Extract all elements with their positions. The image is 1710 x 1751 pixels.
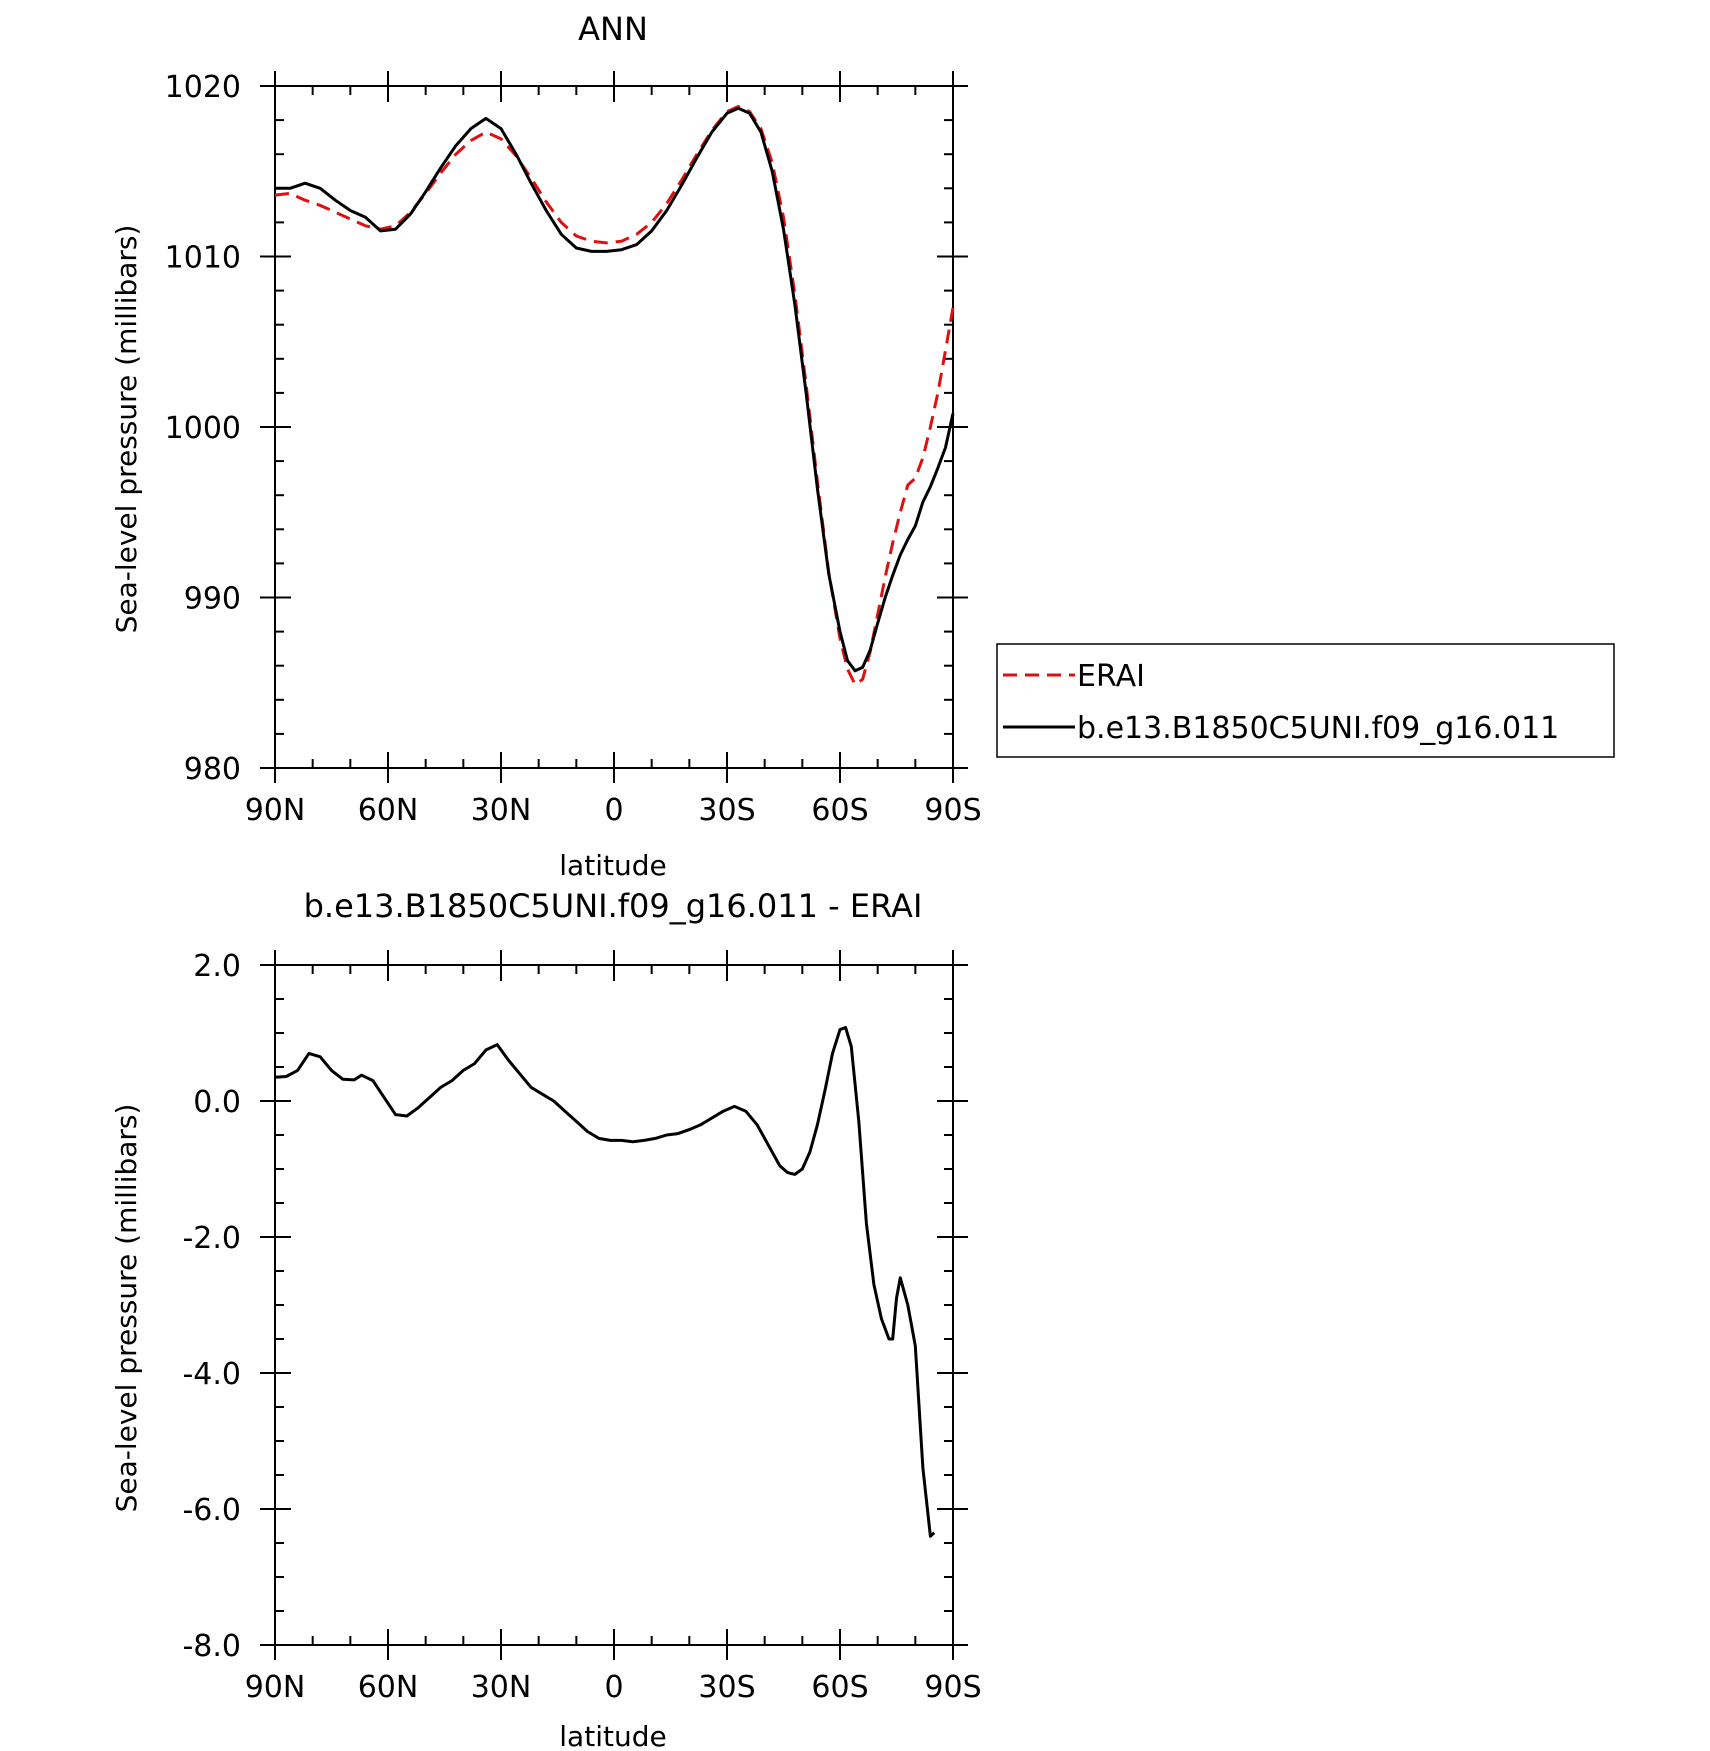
y-tick-label: -4.0 [182,1357,241,1392]
x-tick-label: 30N [471,1670,532,1705]
bottom-chart-xlabel: latitude [559,1720,666,1751]
top-chart-ylabel: Sea-level pressure (millibars) [110,225,143,634]
y-tick-label: 1010 [165,241,241,276]
y-tick-label: -2.0 [182,1221,241,1256]
x-tick-label: 60S [811,793,868,828]
bottom-chart-ylabel: Sea-level pressure (millibars) [110,1104,143,1513]
x-tick-label: 90N [245,1670,306,1705]
y-tick-label: 1020 [165,70,241,105]
top-chart-series [274,105,955,686]
top-chart-legend: ERAI b.e13.B1850C5UNI.f09_g16.011 [996,643,1615,758]
plot-frame [274,964,954,1646]
x-tick-label: 30S [698,793,755,828]
bottom-chart-tick-labels: 90N 60N 30N 0 30S 60S 90S 2.0 0.0 -2.0 -4.0 -6.0 -8.… [182,949,981,1705]
x-tick-label: 60S [811,1670,868,1705]
x-tick-label: 0 [604,793,623,828]
series-line-b-e13-b1850c5uni-f09-g16-011 [275,106,955,673]
x-tick-label: 90S [924,1670,981,1705]
series-line-erai [274,105,955,686]
x-tick-label: 60N [358,1670,419,1705]
top-chart-title: ANN [578,10,648,48]
legend-erai-label: ERAI [1077,659,1145,694]
x-tick-label: 30N [471,793,532,828]
top-chart-axes [260,71,968,783]
top-chart-panel: ANN Sea-level pressure (millibars) latit… [110,10,982,882]
y-tick-label: -8.0 [182,1629,241,1664]
y-tick-label: 0.0 [193,1085,241,1120]
y-tick-label: 1000 [165,411,241,446]
bottom-chart-title: b.e13.B1850C5UNI.f09_g16.011 - ERAI [304,887,923,925]
y-tick-label: -6.0 [182,1493,241,1528]
bottom-chart-series [274,1026,936,1538]
top-chart-xlabel: latitude [559,849,666,882]
x-tick-label: 0 [604,1670,623,1705]
bottom-chart-axes [260,950,968,1660]
bottom-chart-panel: b.e13.B1850C5UNI.f09_g16.011 - ERAI Sea-… [110,887,982,1751]
legend-model-label: b.e13.B1850C5UNI.f09_g16.011 [1077,711,1559,746]
x-tick-label: 30S [698,1670,755,1705]
series-line-difference [274,1026,936,1538]
top-chart-tick-labels: 90N 60N 30N 0 30S 60S 90S 1020 1010 1000 990 980 [165,70,982,828]
x-tick-label: 90S [924,793,981,828]
y-tick-label: 980 [184,752,241,787]
y-tick-label: 2.0 [193,949,241,984]
x-tick-label: 90N [245,793,306,828]
legend-box [996,643,1615,758]
y-tick-label: 990 [184,582,241,617]
x-tick-label: 60N [358,793,419,828]
